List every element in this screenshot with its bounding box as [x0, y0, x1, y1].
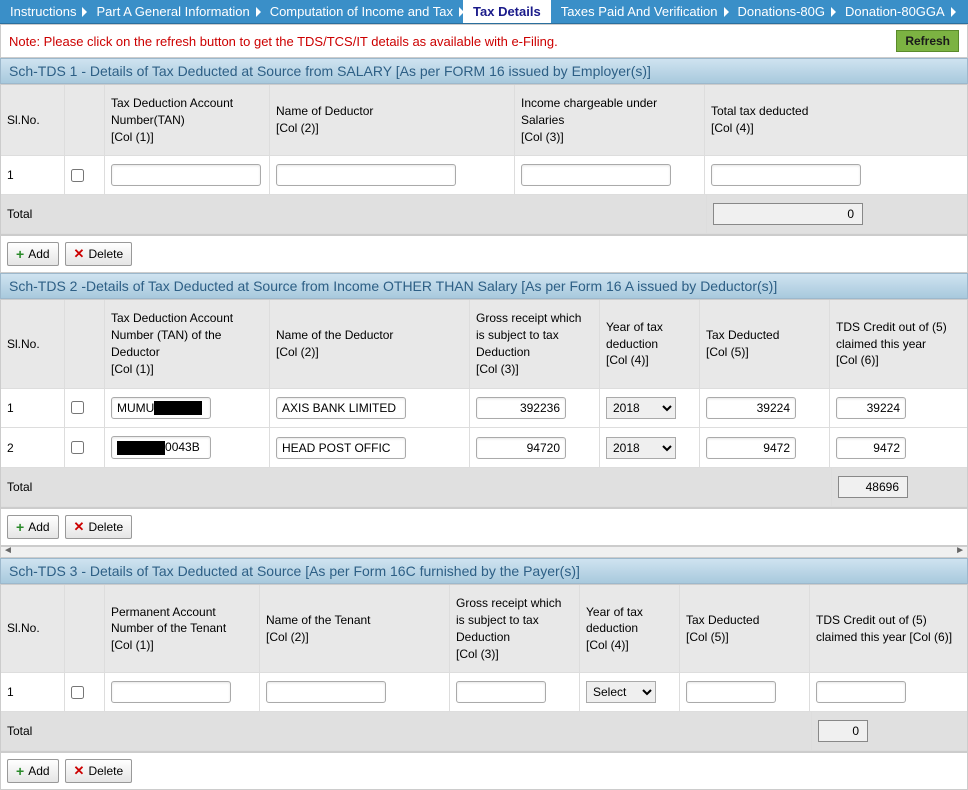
tab-part-a-general-information[interactable]: Part A General Information: [86, 0, 259, 23]
tds3-add-button[interactable]: +Add: [7, 759, 59, 783]
tab-tax-details[interactable]: Tax Details: [463, 0, 551, 23]
tds2-year-select[interactable]: 2018: [606, 437, 676, 459]
x-icon: ✕: [74, 246, 85, 262]
tds2-tan-input[interactable]: MUMUXXXXXX: [111, 397, 211, 420]
tds1-col-sl: Sl.No.: [1, 85, 65, 155]
tds1-delete-button[interactable]: ✕Delete: [65, 242, 133, 266]
tds3-row: 1 Select: [1, 673, 967, 712]
tds3-section-header: Sch-TDS 3 - Details of Tax Deducted at S…: [0, 558, 968, 584]
tds1-col-income: Income chargeable under Salaries [Col (3…: [515, 85, 705, 155]
tab-donations-80g[interactable]: Donations-80G: [728, 0, 835, 23]
tds1-total-label: Total: [1, 195, 707, 233]
tds2-col-tan: Tax Deduction Account Number (TAN) of th…: [105, 300, 270, 387]
tds3-ded-input[interactable]: [686, 681, 776, 703]
tds3-col-chk: [65, 585, 105, 672]
tds2-table: Sl.No. Tax Deduction Account Number (TAN…: [0, 299, 968, 508]
tds3-row-checkbox[interactable]: [71, 686, 84, 699]
tds1-col-chk: [65, 85, 105, 155]
tds1-row: 1: [1, 156, 967, 195]
tds2-name-input[interactable]: [276, 437, 406, 459]
x-icon: ✕: [74, 763, 85, 779]
tds3-col-name: Name of the Tenant [Col (2)]: [260, 585, 450, 672]
tds2-row-checkbox[interactable]: [71, 441, 84, 454]
tds3-delete-button[interactable]: ✕Delete: [65, 759, 133, 783]
tds1-table: Sl.No. Tax Deduction Account Number(TAN)…: [0, 84, 968, 235]
tds2-gross-input[interactable]: [476, 397, 566, 419]
tds3-pan-input[interactable]: [111, 681, 231, 703]
plus-icon: +: [16, 519, 24, 535]
tds1-col-tax: Total tax deducted [Col (4)]: [705, 85, 965, 155]
tds1-btn-bar: +Add ✕Delete: [0, 235, 968, 273]
tds2-add-button[interactable]: +Add: [7, 515, 59, 539]
tds3-total-label: Total: [1, 712, 812, 750]
tds1-name-input[interactable]: [276, 164, 456, 186]
tds3-col-pan: Permanent Account Number of the Tenant […: [105, 585, 260, 672]
tds2-ded-input[interactable]: [706, 437, 796, 459]
tds2-section-header: Sch-TDS 2 -Details of Tax Deducted at So…: [0, 273, 968, 299]
tab-instructions[interactable]: Instructions: [0, 0, 86, 23]
plus-icon: +: [16, 763, 24, 779]
tds2-scroll-hint[interactable]: [0, 546, 968, 558]
tab-taxes-paid-and-verification[interactable]: Taxes Paid And Verification: [551, 0, 728, 23]
tds3-col-year: Year of tax deduction [Col (4)]: [580, 585, 680, 672]
tds2-gross-input[interactable]: [476, 437, 566, 459]
tds2-col-gross: Gross receipt which is subject to tax De…: [470, 300, 600, 387]
tds2-row-sl: 2: [1, 428, 65, 467]
tds3-year-select[interactable]: Select: [586, 681, 656, 703]
tds2-row: 1 MUMUXXXXXX 2018: [1, 389, 967, 429]
tds2-col-credit: TDS Credit out of (5) claimed this year …: [830, 300, 965, 387]
tds2-total-label: Total: [1, 468, 832, 506]
tab-computation-of-income-and-tax[interactable]: Computation of Income and Tax: [260, 0, 463, 23]
tds2-col-ded: Tax Deducted [Col (5)]: [700, 300, 830, 387]
note-text: Note: Please click on the refresh button…: [9, 34, 558, 49]
tds2-year-select[interactable]: 2018: [606, 397, 676, 419]
tds2-credit-input[interactable]: [836, 437, 906, 459]
tds3-btn-bar: +Add ✕Delete: [0, 752, 968, 790]
tds2-ded-input[interactable]: [706, 397, 796, 419]
tds3-credit-input[interactable]: [816, 681, 906, 703]
tds1-col-tan: Tax Deduction Account Number(TAN) [Col (…: [105, 85, 270, 155]
tds1-add-button[interactable]: +Add: [7, 242, 59, 266]
tds3-total-value: 0: [818, 720, 868, 742]
tds2-row: 2 XXXXXX0043B 2018: [1, 428, 967, 468]
tds2-credit-input[interactable]: [836, 397, 906, 419]
note-bar: Note: Please click on the refresh button…: [0, 24, 968, 58]
tds2-col-sl: Sl.No.: [1, 300, 65, 387]
tds2-col-year: Year of tax deduction [Col (4)]: [600, 300, 700, 387]
tds3-gross-input[interactable]: [456, 681, 546, 703]
tds3-col-gross: Gross receipt which is subject to tax De…: [450, 585, 580, 672]
tds1-tan-input[interactable]: [111, 164, 261, 186]
tds1-row-checkbox[interactable]: [71, 169, 84, 182]
tds2-name-input[interactable]: [276, 397, 406, 419]
refresh-button[interactable]: Refresh: [896, 30, 959, 52]
tds1-tax-input[interactable]: [711, 164, 861, 186]
tds1-col-name: Name of Deductor [Col (2)]: [270, 85, 515, 155]
tds3-col-ded: Tax Deducted [Col (5)]: [680, 585, 810, 672]
tab-bar: InstructionsPart A General InformationCo…: [0, 0, 968, 24]
tds2-col-name: Name of the Deductor [Col (2)]: [270, 300, 470, 387]
tab-donation-80gga[interactable]: Donation-80GGA: [835, 0, 955, 23]
tds2-total-value: 48696: [838, 476, 908, 498]
tds3-name-input[interactable]: [266, 681, 386, 703]
tds2-delete-button[interactable]: ✕Delete: [65, 515, 133, 539]
tds1-row-sl: 1: [1, 156, 65, 194]
plus-icon: +: [16, 246, 24, 262]
tds3-col-credit: TDS Credit out of (5) claimed this year …: [810, 585, 965, 672]
x-icon: ✕: [74, 519, 85, 535]
tds3-row-sl: 1: [1, 673, 65, 711]
tds3-table: Sl.No. Permanent Account Number of the T…: [0, 584, 968, 752]
tds2-btn-bar: +Add ✕Delete: [0, 508, 968, 546]
tds1-income-input[interactable]: [521, 164, 671, 186]
tds2-row-checkbox[interactable]: [71, 401, 84, 414]
tds2-tan-input[interactable]: XXXXXX0043B: [111, 436, 211, 459]
tds2-row-sl: 1: [1, 389, 65, 428]
tds1-total-value: 0: [713, 203, 863, 225]
tds3-col-sl: Sl.No.: [1, 585, 65, 672]
tds1-section-header: Sch-TDS 1 - Details of Tax Deducted at S…: [0, 58, 968, 84]
tds2-col-chk: [65, 300, 105, 387]
